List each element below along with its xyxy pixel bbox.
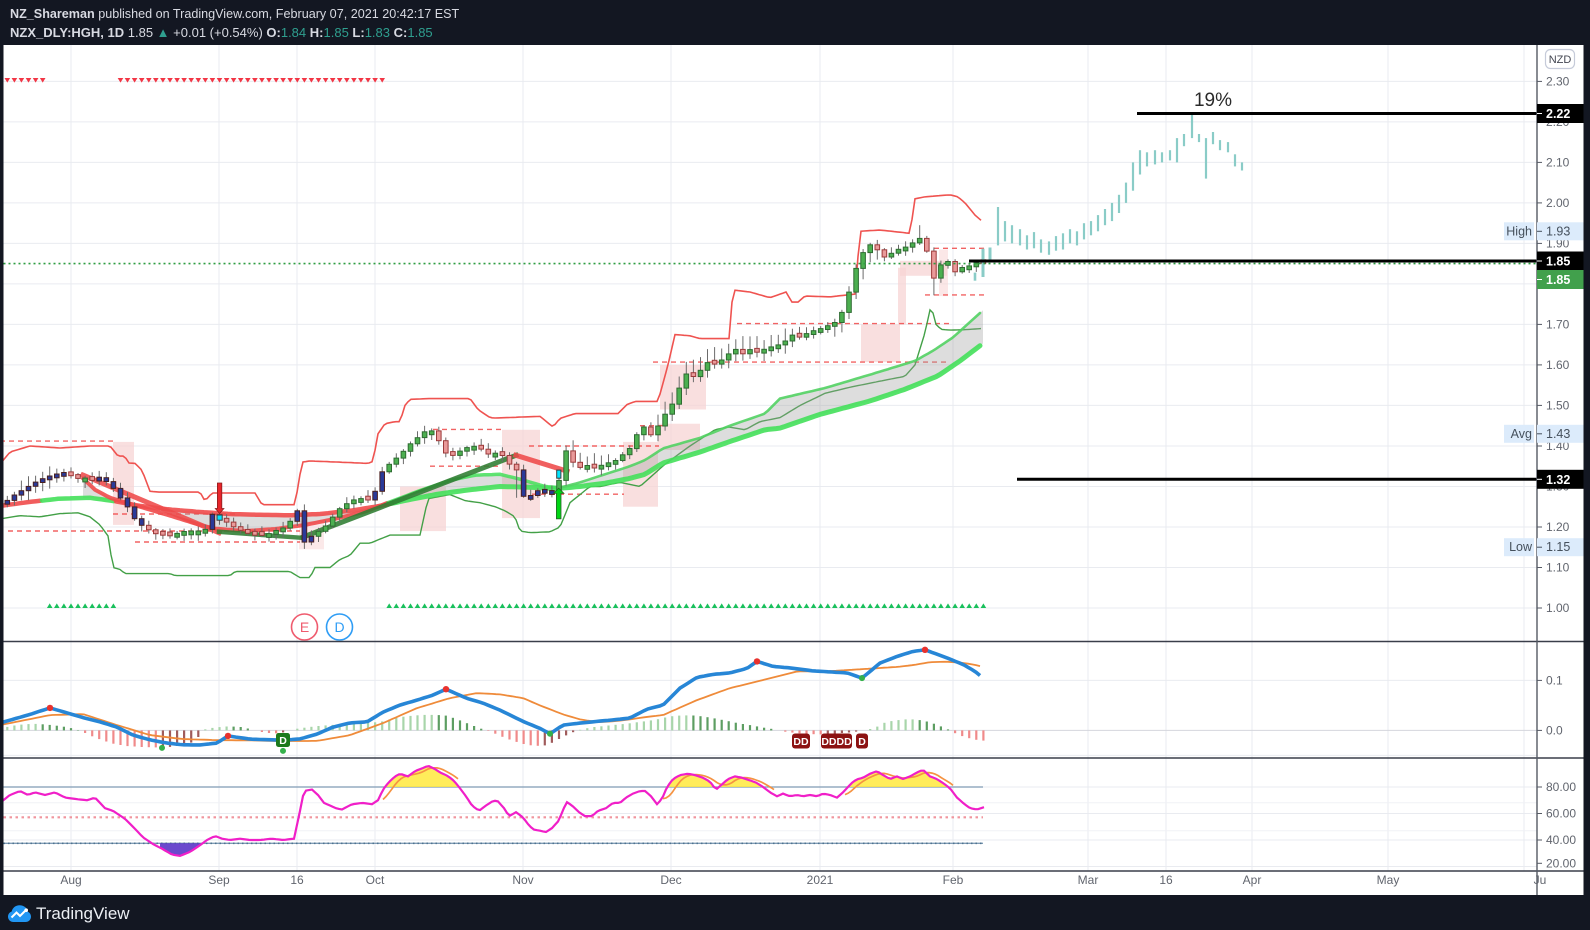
svg-text:NZX_DLY:HGH, 1D 1.85 ▲ +0.01 (: NZX_DLY:HGH, 1D 1.85 ▲ +0.01 (+0.54%) O:…: [10, 25, 433, 40]
svg-text:1.85: 1.85: [1546, 255, 1570, 269]
svg-text:Aug: Aug: [60, 873, 81, 887]
svg-text:1.93: 1.93: [1546, 224, 1570, 238]
svg-text:D: D: [334, 619, 344, 635]
svg-text:1.85: 1.85: [1546, 273, 1570, 287]
svg-text:Oct: Oct: [366, 873, 385, 887]
svg-text:D: D: [279, 735, 287, 747]
svg-text:1.15: 1.15: [1546, 540, 1570, 554]
svg-text:1.50: 1.50: [1546, 398, 1570, 412]
svg-text:1.43: 1.43: [1546, 427, 1570, 441]
svg-text:16: 16: [290, 873, 304, 887]
svg-text:Apr: Apr: [1243, 873, 1262, 887]
svg-text:20.00: 20.00: [1546, 856, 1576, 870]
svg-text:80.00: 80.00: [1546, 780, 1576, 794]
svg-text:NZD: NZD: [1549, 54, 1572, 66]
svg-text:Feb: Feb: [943, 873, 964, 887]
svg-text:1.32: 1.32: [1546, 473, 1570, 487]
svg-text:1.00: 1.00: [1546, 601, 1570, 615]
svg-text:Dec: Dec: [660, 873, 681, 887]
svg-text:Avg: Avg: [1511, 427, 1532, 441]
svg-text:19%: 19%: [1194, 90, 1232, 111]
svg-text:D: D: [858, 736, 866, 748]
svg-text:1.70: 1.70: [1546, 317, 1570, 331]
svg-text:16: 16: [1159, 873, 1173, 887]
svg-text:2.22: 2.22: [1546, 107, 1570, 121]
svg-text:May: May: [1377, 873, 1400, 887]
svg-text:NZ_Shareman published on Tradi: NZ_Shareman published on TradingView.com…: [10, 7, 460, 21]
svg-text:Mar: Mar: [1078, 873, 1099, 887]
svg-text:0.0: 0.0: [1546, 723, 1563, 737]
svg-text:2.10: 2.10: [1546, 155, 1570, 169]
svg-text:2.30: 2.30: [1546, 74, 1570, 88]
svg-text:1.10: 1.10: [1546, 561, 1570, 575]
svg-text:1.20: 1.20: [1546, 520, 1570, 534]
svg-text:DD: DD: [793, 736, 809, 748]
svg-text:2.00: 2.00: [1546, 196, 1570, 210]
svg-text:E: E: [300, 619, 309, 635]
svg-text:Nov: Nov: [512, 873, 533, 887]
svg-text:TradingView: TradingView: [36, 904, 130, 923]
svg-text:Sep: Sep: [208, 873, 230, 887]
svg-text:Low: Low: [1509, 540, 1533, 554]
svg-text:High: High: [1506, 224, 1532, 238]
svg-text:60.00: 60.00: [1546, 807, 1576, 821]
svg-text:40.00: 40.00: [1546, 833, 1576, 847]
svg-text:Ju: Ju: [1534, 873, 1547, 887]
svg-text:1.60: 1.60: [1546, 358, 1570, 372]
svg-text:0.1: 0.1: [1546, 673, 1563, 687]
svg-text:2021: 2021: [807, 873, 834, 887]
svg-text:DDDD: DDDD: [821, 736, 852, 748]
